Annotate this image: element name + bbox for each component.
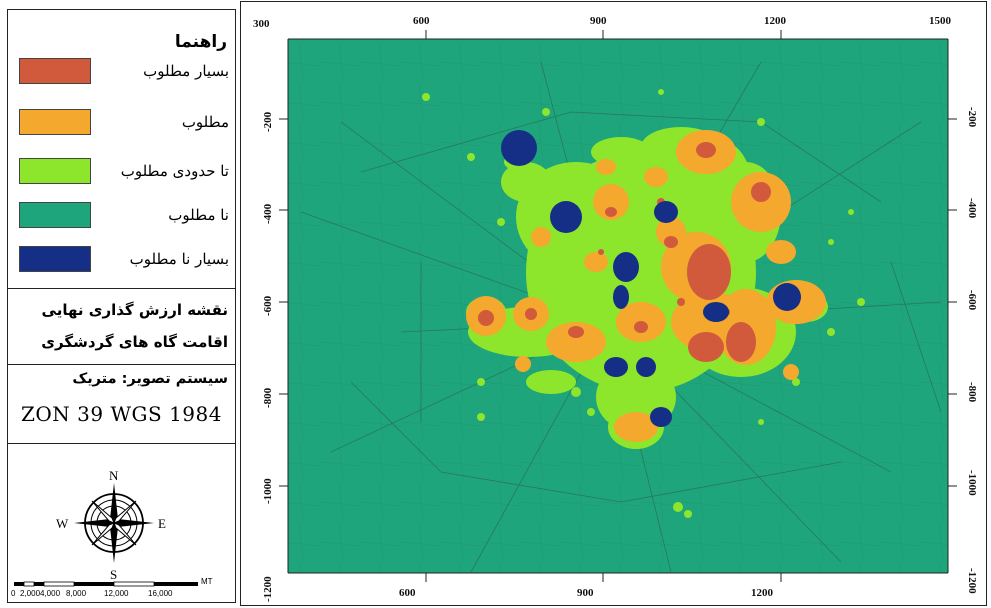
projection-label: سیستم تصویر: متریک	[72, 371, 228, 387]
scale-label: 8,000	[66, 589, 87, 598]
y-tick-right: -800	[966, 382, 978, 403]
legend-label: مطلوب	[181, 113, 229, 131]
x-tick-top: 300	[253, 18, 270, 30]
y-tick-right: -1200	[966, 568, 978, 594]
scale-label: 12,000	[104, 589, 129, 598]
y-tick-right: -400	[966, 198, 978, 219]
scale-label: 4,000	[40, 589, 61, 598]
legend-title: راهنما	[174, 32, 227, 52]
legend-label: بسیار مطلوب	[143, 62, 229, 80]
x-tick-bottom: 1200	[751, 587, 774, 599]
legend-item-very-suitable: بسیار مطلوب	[8, 58, 235, 98]
legend-item-very-unsuitable: بسیار نا مطلوب	[8, 246, 235, 286]
x-tick-bottom: 600	[399, 587, 416, 599]
compass-n: N	[109, 468, 119, 483]
x-tick-top: 1200	[764, 15, 787, 27]
north-arrow-icon: N S E W MT 0 2,000 4,000 8,000 12,000 16…	[11, 468, 213, 598]
legend-swatch	[19, 58, 91, 84]
map-title-section: نقشه ارزش گذاری نهایی اقامت گاه های گردش…	[8, 289, 235, 365]
y-tick-left: -400	[262, 203, 274, 224]
x-tick-top: 900	[590, 15, 607, 27]
graticule	[279, 30, 957, 582]
y-tick-right: -600	[966, 290, 978, 311]
legend-label: تا حدودی مطلوب	[120, 162, 229, 180]
legend-section: راهنما بسیار مطلوب مطلوب تا حدودی مطلوب …	[8, 10, 235, 289]
map-panel: 300 600 900 1200 1500 600 900 1200 -200 …	[240, 1, 987, 606]
y-tick-right: -1000	[966, 470, 978, 496]
compass-s: S	[110, 567, 117, 582]
y-tick-left: -800	[262, 387, 274, 408]
x-tick-bottom: 900	[577, 587, 594, 599]
scale-unit: MT	[201, 577, 213, 586]
map-title-line1: نقشه ارزش گذاری نهایی	[41, 301, 228, 319]
zone-very-suitable	[478, 142, 792, 362]
legend-swatch	[19, 246, 91, 272]
compass-scale-section: N S E W MT 0 2,000 4,000 8,000 12,000 16…	[8, 444, 235, 602]
projection-zone: ZON 39 WGS 1984	[21, 402, 222, 426]
legend-label: بسیار نا مطلوب	[129, 250, 229, 268]
map-title-line2: اقامت گاه های گردشگری	[41, 333, 228, 351]
projection-section: سیستم تصویر: متریک ZON 39 WGS 1984	[8, 365, 235, 444]
legend-label: نا مطلوب	[168, 206, 229, 224]
compass-e: E	[158, 516, 166, 531]
zone-very-unsuitable	[501, 130, 801, 427]
legend-item-suitable: مطلوب	[8, 109, 235, 149]
legend-item-moderately-suitable: تا حدودی مطلوب	[8, 158, 235, 198]
x-tick-top: 1500	[929, 15, 952, 27]
y-tick-left: -200	[262, 111, 274, 132]
suitability-map: 300 600 900 1200 1500 600 900 1200 -200 …	[253, 15, 978, 602]
y-tick-left: -1200	[262, 576, 274, 602]
x-tick-top: 600	[413, 15, 430, 27]
y-tick-right: -200	[966, 107, 978, 128]
y-tick-left: -1000	[262, 478, 274, 504]
scale-bar: MT 0 2,000 4,000 8,000 12,000 16,000	[11, 577, 213, 598]
scale-label: 2,000	[20, 589, 41, 598]
legend-swatch	[19, 202, 91, 228]
legend-swatch	[19, 109, 91, 135]
y-tick-left: -600	[262, 295, 274, 316]
scale-label: 0	[11, 589, 16, 598]
legend-item-unsuitable: نا مطلوب	[8, 202, 235, 242]
scale-label: 16,000	[148, 589, 173, 598]
legend-swatch	[19, 158, 91, 184]
legend-panel: راهنما بسیار مطلوب مطلوب تا حدودی مطلوب …	[7, 9, 236, 603]
compass-w: W	[56, 516, 69, 531]
